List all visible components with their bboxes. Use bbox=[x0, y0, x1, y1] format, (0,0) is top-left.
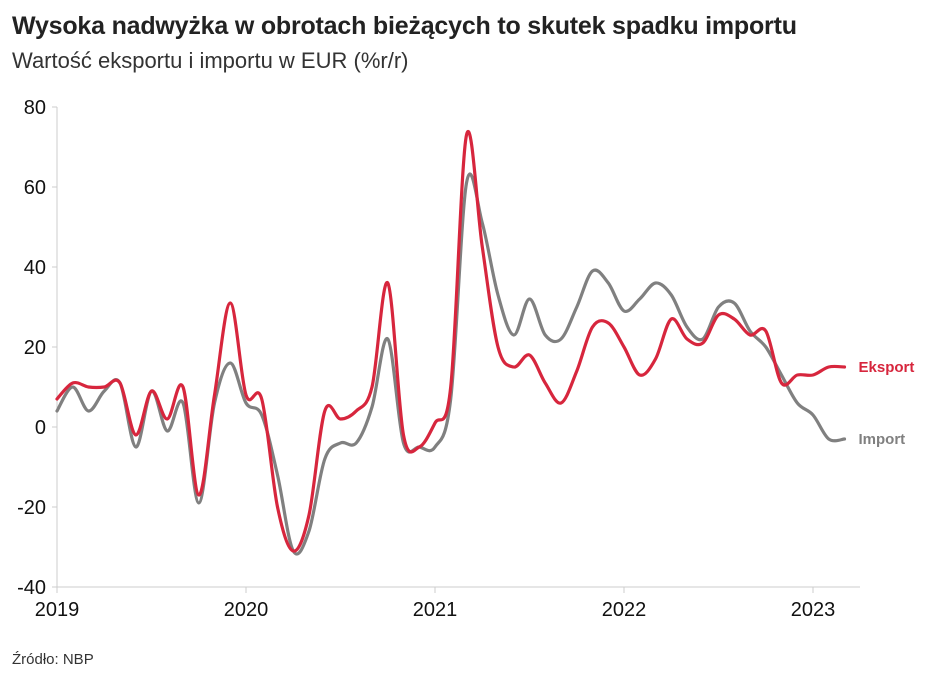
series-label-import: Import bbox=[859, 431, 906, 448]
chart-subtitle: Wartość eksportu i importu w EUR (%r/r) bbox=[12, 48, 409, 73]
chart-title: Wysoka nadwyżka w obrotach bieżących to … bbox=[12, 12, 797, 40]
y-tick-label: 0 bbox=[35, 417, 46, 439]
x-axis-ticks: 2019 2020 2021 2022 2023 bbox=[35, 587, 836, 621]
series-line-import bbox=[55, 172, 847, 556]
x-tick-label: 2023 bbox=[791, 599, 836, 621]
x-tick-label: 2019 bbox=[35, 599, 80, 621]
series-line-eksport bbox=[55, 130, 847, 553]
series-end-labels: Eksport Import bbox=[859, 359, 915, 448]
x-tick-label: 2020 bbox=[224, 599, 269, 621]
x-tick-label: 2021 bbox=[413, 599, 458, 621]
series-label-eksport: Eksport bbox=[859, 359, 915, 376]
chart-axes bbox=[56, 107, 860, 588]
y-axis-ticks: 80 60 40 20 0 -20 -40 bbox=[17, 97, 57, 599]
source-note: Źródło: NBP bbox=[12, 651, 94, 668]
y-tick-label: 60 bbox=[24, 177, 46, 199]
y-tick-label: -40 bbox=[17, 577, 46, 599]
series-lines bbox=[55, 130, 847, 556]
y-tick-label: 80 bbox=[24, 97, 46, 119]
y-tick-label: 20 bbox=[24, 337, 46, 359]
x-tick-label: 2022 bbox=[602, 599, 647, 621]
y-tick-label: 40 bbox=[24, 257, 46, 279]
y-tick-label: -20 bbox=[17, 497, 46, 519]
